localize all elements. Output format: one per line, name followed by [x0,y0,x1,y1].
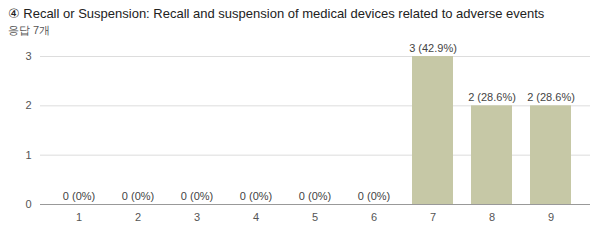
svg-text:9: 9 [548,211,554,223]
svg-text:2 (28.6%): 2 (28.6%) [527,91,575,103]
svg-text:2: 2 [135,211,141,223]
svg-text:3 (42.9%): 3 (42.9%) [409,42,457,54]
svg-text:3: 3 [25,50,31,62]
svg-text:8: 8 [489,211,495,223]
svg-text:1: 1 [25,149,31,161]
svg-text:0: 0 [25,198,31,210]
svg-text:2 (28.6%): 2 (28.6%) [468,91,516,103]
svg-text:0 (0%): 0 (0%) [358,190,390,202]
svg-text:0 (0%): 0 (0%) [299,190,331,202]
svg-text:4: 4 [253,211,259,223]
svg-text:2: 2 [25,99,31,111]
html-text:응답 7개: 응답 7개 [8,24,51,36]
svg-text:0 (0%): 0 (0%) [122,190,154,202]
svg-text:6: 6 [371,211,377,223]
html-text:④ Recall or Suspension: Recall: ④ Recall or Suspension: Recall and suspe… [8,6,545,21]
svg-text:1: 1 [76,211,82,223]
svg-text:0 (0%): 0 (0%) [240,190,272,202]
svg-text:3: 3 [194,211,200,223]
svg-text:0 (0%): 0 (0%) [63,190,95,202]
svg-text:7: 7 [430,211,436,223]
svg-text:5: 5 [312,211,318,223]
svg-text:0 (0%): 0 (0%) [181,190,213,202]
